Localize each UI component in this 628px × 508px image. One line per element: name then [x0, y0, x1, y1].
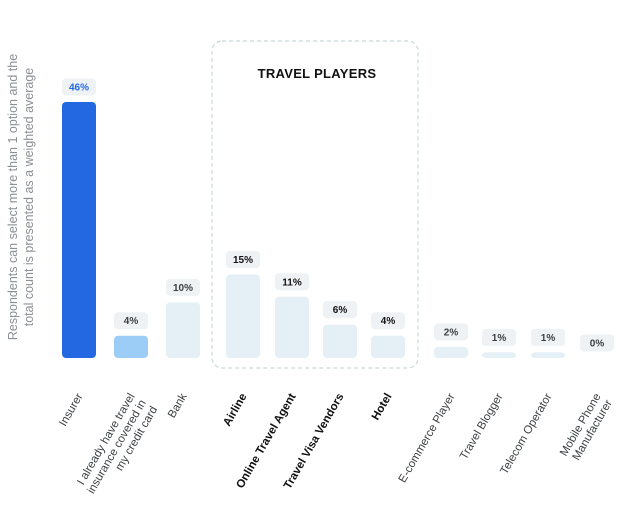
- value-label-2: 10%: [166, 278, 200, 296]
- value-label-7: 2%: [434, 323, 468, 341]
- value-label-9: 1%: [531, 328, 565, 346]
- value-badge-text: 0%: [590, 339, 605, 350]
- category-label-0: Insurer: [57, 391, 85, 428]
- travel-players-group-box: [211, 40, 419, 369]
- category-label-line: Insurer: [57, 391, 85, 428]
- value-badge-bg: [275, 273, 309, 291]
- category-label-2: Bank: [166, 391, 190, 420]
- value-badge-text: 11%: [282, 277, 302, 288]
- bar-1: [114, 335, 148, 358]
- bars: [62, 102, 565, 358]
- category-label-line: Bank: [166, 391, 190, 420]
- category-label-line: Travel Blogger: [458, 391, 506, 462]
- category-label-line: E-commerce Player: [397, 391, 458, 485]
- bar-0: [62, 102, 96, 358]
- value-badge-bg: [226, 251, 260, 269]
- value-label-10: 0%: [580, 334, 614, 352]
- value-label-4: 11%: [275, 273, 309, 291]
- value-label-0: 46%: [62, 78, 96, 96]
- category-label-8: Travel Blogger: [458, 391, 506, 462]
- value-badge-text: 4%: [381, 316, 396, 327]
- value-badge-text: 10%: [173, 283, 193, 294]
- value-label-3: 15%: [226, 251, 260, 269]
- value-label-8: 1%: [482, 328, 516, 346]
- value-labels: 46% 4% 10% 15% 11% 6% 4% 2% 1% 1% 0%: [62, 78, 614, 352]
- value-badge-bg: [62, 78, 96, 96]
- category-label-line: Telecom Operator: [499, 391, 555, 476]
- value-badge-text: 1%: [541, 333, 556, 344]
- bar-4: [275, 296, 309, 358]
- value-badge-text: 4%: [124, 316, 139, 327]
- value-badge-text: 46%: [69, 83, 89, 94]
- value-badge-bg: [434, 323, 468, 341]
- category-label-7: E-commerce Player: [397, 391, 458, 485]
- category-label-line: Airline: [221, 392, 249, 429]
- value-label-5: 6%: [323, 301, 357, 319]
- bar-8: [482, 352, 516, 358]
- value-badge-text: 1%: [492, 333, 507, 344]
- bar-9: [531, 352, 565, 358]
- bar-3: [226, 274, 260, 358]
- value-badge-bg: [114, 312, 148, 330]
- travel-players-group-title: TRAVEL PLAYERS: [258, 66, 377, 81]
- bar-7: [434, 346, 468, 358]
- category-label-6: Hotel: [370, 392, 395, 423]
- value-badge-bg: [166, 278, 200, 296]
- value-label-6: 4%: [371, 312, 405, 330]
- value-badge-bg: [580, 334, 614, 352]
- bar-5: [323, 324, 357, 358]
- bar-6: [371, 335, 405, 358]
- value-badge-bg: [323, 301, 357, 319]
- value-badge-text: 15%: [233, 255, 253, 266]
- value-badge-text: 6%: [333, 305, 348, 316]
- category-label-9: Telecom Operator: [499, 391, 555, 476]
- bar-2: [166, 302, 200, 358]
- value-badge-bg: [371, 312, 405, 330]
- value-badge-bg: [531, 328, 565, 346]
- value-badge-bg: [482, 328, 516, 346]
- y-axis-label-line: total count is presented as a weighted a…: [22, 68, 36, 327]
- value-badge-text: 2%: [444, 327, 459, 338]
- value-label-1: 4%: [114, 312, 148, 330]
- category-label-3: Airline: [221, 392, 249, 429]
- y-axis-label: Respondents can select more than 1 optio…: [6, 54, 36, 340]
- y-axis-label-line: Respondents can select more than 1 optio…: [6, 54, 20, 340]
- category-label-line: Hotel: [370, 392, 395, 423]
